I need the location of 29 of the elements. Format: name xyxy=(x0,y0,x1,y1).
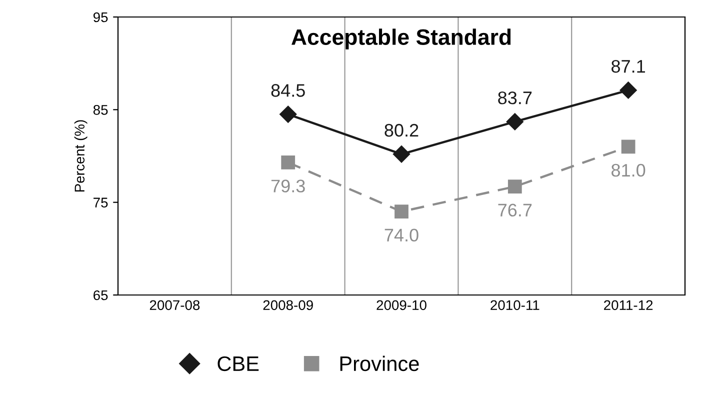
y-tick-label: 75 xyxy=(94,198,108,208)
chart-title: Acceptable Standard xyxy=(292,28,511,50)
text: 84.5 xyxy=(271,84,305,97)
point xyxy=(621,140,636,154)
text: 74.0 xyxy=(384,228,418,242)
x-tick-label: 2011-12 xyxy=(604,300,653,310)
point xyxy=(281,156,296,170)
legend-label: Province xyxy=(340,356,419,372)
text: 83.7 xyxy=(498,91,532,104)
x-tick-label: 2009-10 xyxy=(376,300,426,310)
y-tick-label: 95 xyxy=(93,12,108,22)
point xyxy=(506,113,524,130)
x-tick-label: 2010-11 xyxy=(490,300,540,310)
text: 87.1 xyxy=(612,60,645,73)
point xyxy=(394,204,408,219)
text: 80.2 xyxy=(384,124,418,137)
y-tick-label: 85 xyxy=(93,105,108,115)
y-axis-title: Percent (%) xyxy=(74,120,88,192)
point xyxy=(508,180,522,194)
text: 76.7 xyxy=(498,204,532,217)
text: 79.3 xyxy=(271,180,305,192)
legend-label: CBE xyxy=(218,356,259,372)
x-tick-label: 2007-08 xyxy=(150,300,200,310)
text: 81.0 xyxy=(612,164,646,177)
point xyxy=(392,146,410,163)
point xyxy=(620,82,637,99)
y-tick-label: 65 xyxy=(94,290,108,300)
point xyxy=(280,106,297,123)
x-tick-label: 2008-09 xyxy=(263,300,313,310)
